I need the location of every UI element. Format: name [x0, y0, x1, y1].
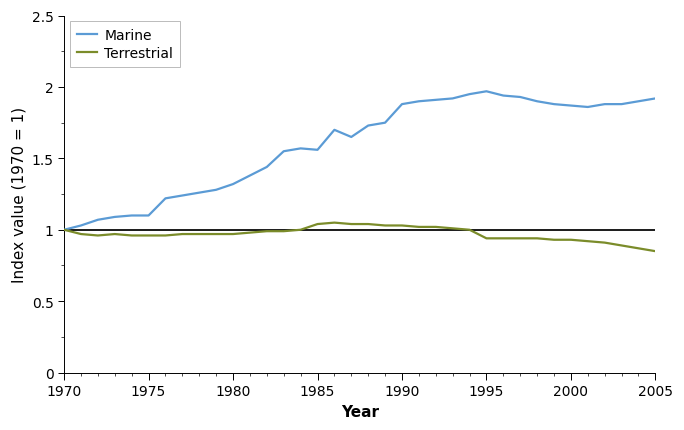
Marine: [533, 99, 541, 104]
Marine: [465, 92, 473, 98]
Marine: [550, 102, 558, 108]
Terrestrial: [499, 236, 508, 241]
Marine: [313, 148, 321, 153]
Marine: [482, 89, 490, 95]
Marine: [432, 98, 440, 103]
Terrestrial: [111, 232, 119, 237]
Marine: [583, 105, 592, 111]
Marine: [634, 99, 642, 104]
Terrestrial: [179, 232, 187, 237]
Terrestrial: [567, 238, 575, 243]
Marine: [381, 121, 389, 126]
Marine: [179, 194, 187, 199]
Y-axis label: Index value (1970 = 1): Index value (1970 = 1): [11, 107, 26, 283]
Marine: [60, 227, 68, 233]
Terrestrial: [60, 227, 68, 233]
Terrestrial: [195, 232, 203, 237]
Marine: [212, 188, 220, 193]
Terrestrial: [465, 227, 473, 233]
Line: Terrestrial: Terrestrial: [64, 223, 655, 252]
Legend: Marine, Terrestrial: Marine, Terrestrial: [70, 22, 180, 68]
Marine: [618, 102, 626, 108]
Terrestrial: [280, 229, 288, 234]
Terrestrial: [77, 232, 85, 237]
Terrestrial: [449, 226, 457, 231]
Marine: [516, 95, 525, 100]
Terrestrial: [313, 222, 321, 227]
Marine: [280, 149, 288, 154]
Terrestrial: [347, 222, 356, 227]
Marine: [263, 165, 271, 170]
Marine: [364, 124, 372, 129]
Marine: [330, 128, 339, 133]
Marine: [398, 102, 406, 108]
Marine: [567, 104, 575, 109]
Marine: [144, 213, 153, 218]
Terrestrial: [601, 240, 609, 246]
Marine: [347, 135, 356, 140]
Marine: [651, 97, 659, 102]
Terrestrial: [482, 236, 490, 241]
Marine: [499, 94, 508, 99]
Marine: [229, 182, 237, 187]
Terrestrial: [634, 246, 642, 251]
Terrestrial: [94, 233, 102, 239]
Marine: [161, 197, 170, 202]
Terrestrial: [364, 222, 372, 227]
Terrestrial: [533, 236, 541, 241]
Marine: [601, 102, 609, 108]
Terrestrial: [246, 230, 254, 236]
Marine: [77, 223, 85, 228]
Terrestrial: [381, 223, 389, 228]
Marine: [246, 174, 254, 179]
Terrestrial: [229, 232, 237, 237]
Marine: [127, 213, 135, 218]
Terrestrial: [212, 232, 220, 237]
Marine: [94, 218, 102, 223]
Terrestrial: [127, 233, 135, 239]
Terrestrial: [583, 239, 592, 244]
Terrestrial: [432, 225, 440, 230]
Terrestrial: [618, 243, 626, 249]
Terrestrial: [330, 221, 339, 226]
Marine: [415, 99, 423, 104]
Terrestrial: [550, 238, 558, 243]
X-axis label: Year: Year: [341, 404, 379, 419]
Marine: [296, 147, 304, 152]
Marine: [449, 97, 457, 102]
Terrestrial: [263, 229, 271, 234]
Terrestrial: [651, 249, 659, 254]
Terrestrial: [161, 233, 170, 239]
Marine: [195, 190, 203, 196]
Terrestrial: [415, 225, 423, 230]
Marine: [111, 215, 119, 220]
Terrestrial: [398, 223, 406, 228]
Terrestrial: [144, 233, 153, 239]
Terrestrial: [516, 236, 525, 241]
Line: Marine: Marine: [64, 92, 655, 230]
Terrestrial: [296, 227, 304, 233]
